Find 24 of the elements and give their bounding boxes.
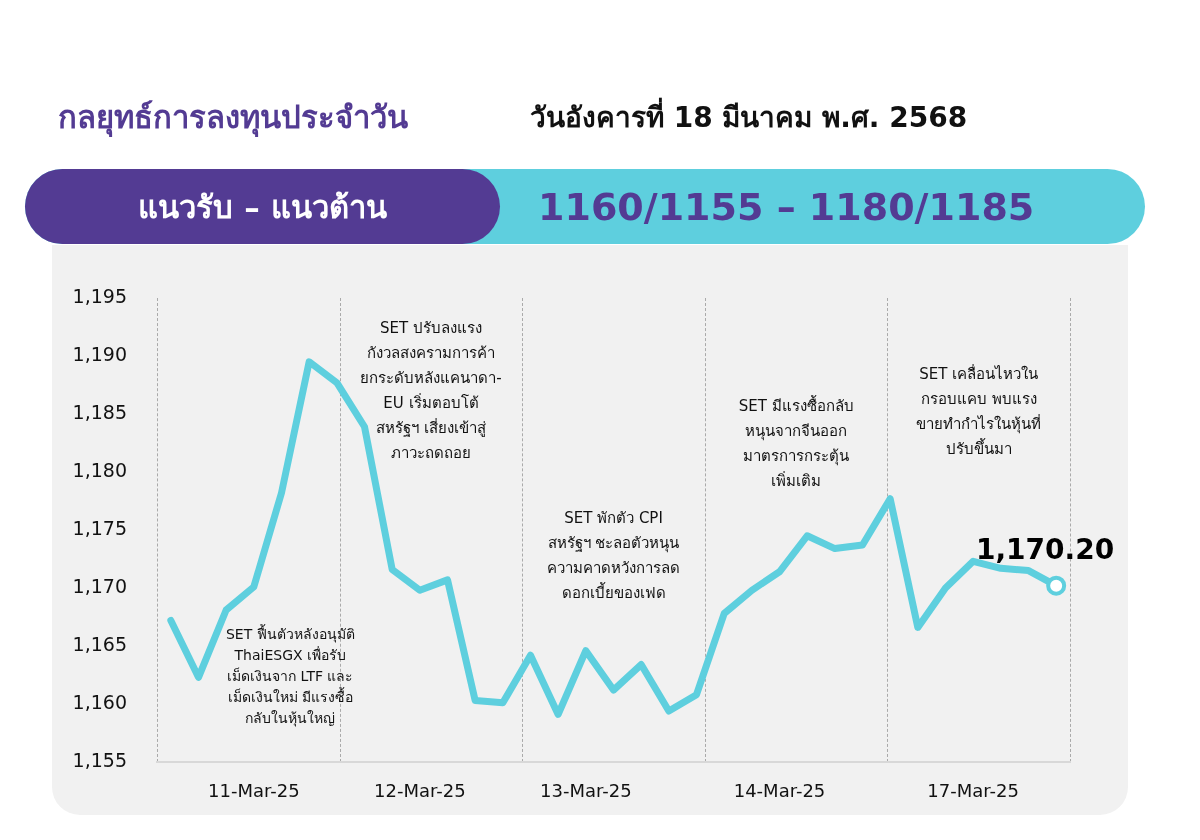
x-tick-label: 13-Mar-25 bbox=[540, 780, 632, 802]
y-tick-label: 1,190 bbox=[72, 342, 127, 365]
text: 1160/1155 – 1180/1185 bbox=[538, 183, 1035, 231]
annotation: SET ฟื้นตัวหลังอนุมัติ ThaiESGX เพื่อรับ เม็ดเงินจาก LTF และ เม็ดเงินใหม่ มีแรงซื้อ กลับในหุ้นใหญ่ bbox=[225, 623, 355, 727]
chart-title: กลยุทธ์การลงทุนประจำวัน bbox=[58, 98, 408, 139]
annotation: SET มีแรงซื้อกลับ หนุนจากจีนออก มาตรการกระตุ้น เพิ่มเติม bbox=[738, 395, 854, 491]
x-tick-label: 12-Mar-25 bbox=[374, 780, 466, 802]
data-label: 1,170.20 bbox=[975, 532, 1115, 566]
x-tick-label: 17-Mar-25 bbox=[927, 780, 1019, 802]
y-tick-label: 1,170 bbox=[72, 574, 127, 597]
annotation: SET ปรับลงแรง กังวลสงครามการค้า ยกระดับหลังแคนาดา- EU เริ่มตอบโต้ สหรัฐฯ เสี่ยงเข้าสู่ ภาวะถดถอย bbox=[360, 318, 502, 462]
y-tick-label: 1,155 bbox=[72, 748, 127, 771]
x-tick-label: 11-Mar-25 bbox=[208, 780, 300, 802]
y-tick-label: 1,160 bbox=[72, 690, 127, 713]
y-tick-label: 1,165 bbox=[72, 632, 127, 655]
annotation: SET เคลื่อนไหวใน กรอบแคบ พบแรง ขายทำกำไรในหุ้นที่ ปรับขึ้นมา bbox=[916, 362, 1042, 458]
y-tick-label: 1,180 bbox=[72, 458, 127, 481]
y-tick-label: 1,175 bbox=[72, 516, 127, 539]
x-tick-label: 14-Mar-25 bbox=[733, 780, 826, 802]
text: แนวรับ – แนวต้าน bbox=[25, 169, 500, 244]
chart-subtitle: วันอังคารที่ 18 มีนาคม พ.ศ. 2568 bbox=[530, 96, 968, 136]
annotation: SET พักตัว CPI สหรัฐฯ ชะลอตัวหนุน ความคาดหวังการลด ดอกเบี้ยของเฟด bbox=[547, 508, 680, 602]
y-tick-label: 1,195 bbox=[72, 284, 127, 307]
y-tick-label: 1,185 bbox=[72, 400, 127, 423]
